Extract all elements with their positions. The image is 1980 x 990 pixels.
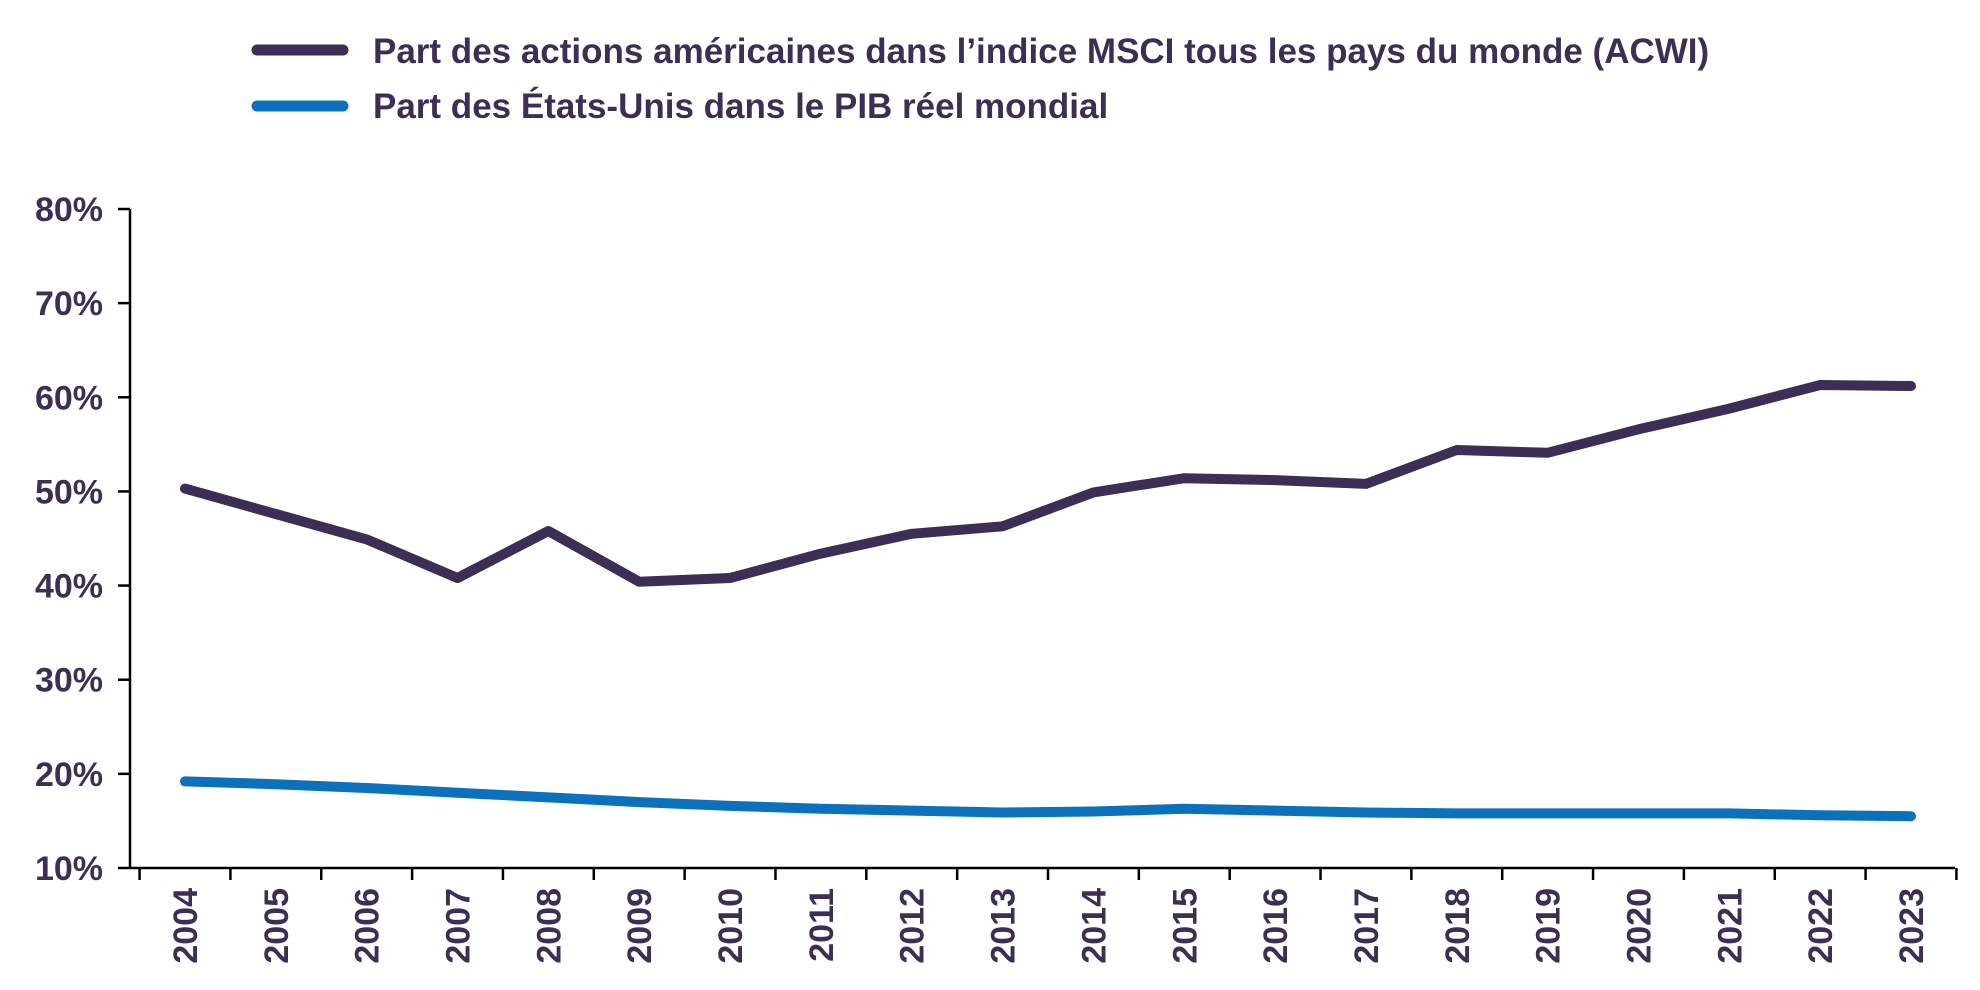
data-point-series-0-2019 [1543, 448, 1553, 458]
data-point-series-0-2018 [1452, 445, 1462, 455]
y-tick-label: 50% [35, 473, 103, 511]
data-point-series-0-2014 [1088, 487, 1098, 497]
data-point-series-1-2004 [180, 776, 190, 786]
x-tick-label: 2004 [167, 888, 205, 964]
data-point-series-0-2007 [453, 573, 463, 583]
y-ticks: 10% 20% 30% 40% 50% 60% 70% 80% [35, 191, 130, 888]
data-point-series-0-2009 [634, 577, 644, 587]
x-tick-label: 2017 [1348, 888, 1386, 964]
data-point-series-1-2006 [362, 783, 372, 793]
x-tick-label: 2019 [1530, 888, 1568, 964]
axes: 10%20%30%40%50%60%70%80% 2004 2005 2006 200… [35, 191, 1958, 964]
data-point-series-1-2008 [543, 792, 553, 802]
x-tick-label: 2008 [530, 888, 568, 964]
x-tick-label: 2011 [803, 888, 841, 962]
data-point-series-1-2023 [1906, 811, 1916, 821]
legend-label-us-equity-share: Part des actions américaines dans l’indi… [373, 32, 1709, 71]
data-point-series-0-2004 [180, 484, 190, 494]
x-ticks: 2004 2005 2006 2007 2008 2009 2010 2011 2012 2013… [138, 868, 1958, 964]
data-point-series-1-2005 [271, 779, 281, 789]
data-point-series-0-2012 [907, 529, 917, 539]
x-tick-label: 2021 [1711, 888, 1749, 964]
data-point-series-0-2011 [816, 549, 826, 559]
legend-label-us-gdp-share: Part des États-Unis dans le PIB réel mon… [373, 86, 1108, 126]
y-tick-label: 30% [35, 662, 103, 700]
y-tick-label: 20% [35, 756, 103, 794]
data-point-series-0-2006 [362, 534, 372, 544]
data-point-series-1-2014 [1088, 807, 1098, 817]
y-tick-label: 10% [35, 850, 103, 888]
y-tick-label: 70% [35, 285, 103, 323]
data-point-series-0-2016 [1270, 475, 1280, 485]
data-point-series-0-2017 [1361, 479, 1371, 489]
x-tick-label: 2013 [985, 888, 1023, 964]
x-tick-label: 2020 [1620, 888, 1658, 964]
data-point-series-1-2015 [1179, 804, 1189, 814]
data-point-series-1-2017 [1361, 807, 1371, 817]
x-tick-label: 2012 [894, 888, 932, 964]
data-point-series-1-2013 [998, 807, 1008, 817]
x-tick-label: 2005 [258, 888, 296, 964]
x-tick-label: 2022 [1802, 888, 1840, 964]
data-point-series-1-2007 [453, 788, 463, 798]
data-point-series-0-2015 [1179, 473, 1189, 483]
data-point-series-1-2020 [1633, 808, 1643, 818]
data-point-series-0-2022 [1815, 380, 1825, 390]
data-point-series-0-2023 [1906, 381, 1916, 391]
x-tick-label: 2009 [621, 888, 659, 964]
x-tick-label: 2018 [1439, 888, 1477, 964]
data-point-series-1-2009 [634, 797, 644, 807]
data-point-series-1-2010 [725, 801, 735, 811]
x-tick-label: 2010 [712, 888, 750, 964]
data-point-series-1-2011 [816, 804, 826, 814]
data-point-series-0-2020 [1633, 424, 1643, 434]
legend: Part des actions américaines dans l’indi… [251, 32, 1709, 126]
data-point-series-0-2008 [543, 526, 553, 536]
data-point-series-0-2013 [998, 521, 1008, 531]
x-tick-label: 2015 [1166, 888, 1204, 964]
data-point-series-1-2016 [1270, 806, 1280, 816]
x-tick-label: 2014 [1075, 888, 1113, 964]
x-tick-label: 2007 [440, 888, 478, 964]
data-point-series-0-2005 [271, 509, 281, 519]
data-point-series-1-2022 [1815, 810, 1825, 820]
x-tick-label: 2006 [349, 888, 387, 964]
series-line-us-equity-share [180, 380, 1916, 587]
data-point-series-0-2010 [725, 573, 735, 583]
x-tick-label: 2016 [1257, 888, 1295, 964]
y-tick-label: 80% [35, 191, 103, 229]
data-point-series-0-2021 [1724, 404, 1734, 414]
data-point-series-1-2019 [1543, 808, 1553, 818]
data-point-series-1-2012 [907, 806, 917, 816]
series-line-us-gdp-share [180, 776, 1916, 822]
data-point-series-1-2021 [1724, 808, 1734, 818]
x-tick-label: 2023 [1893, 888, 1931, 964]
y-tick-label: 40% [35, 568, 103, 606]
data-point-series-1-2018 [1452, 808, 1462, 818]
series-layer [180, 380, 1916, 822]
y-tick-label: 60% [35, 379, 103, 417]
